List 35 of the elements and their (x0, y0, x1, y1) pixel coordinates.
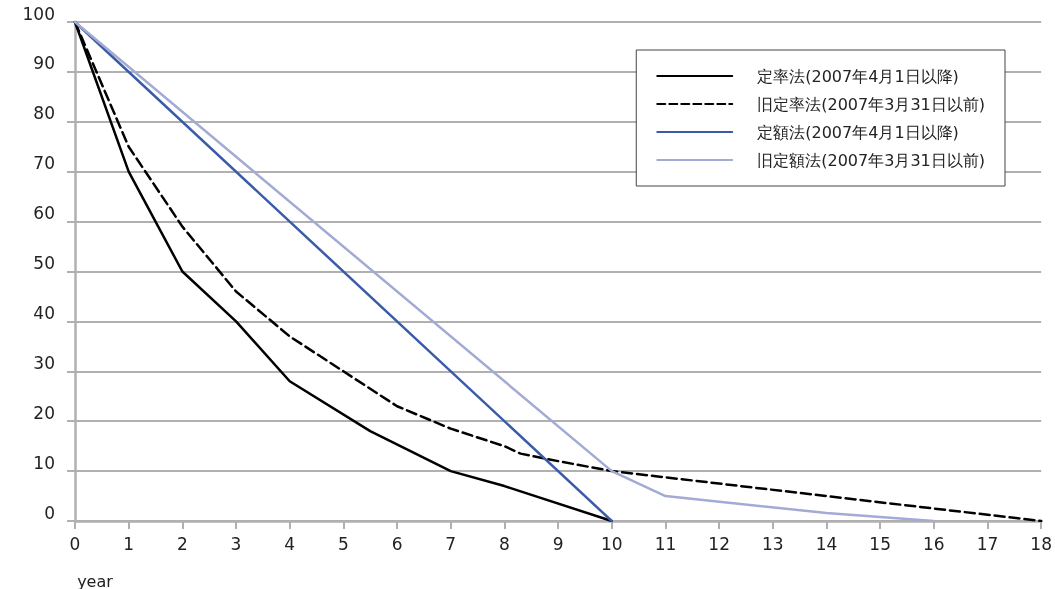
x-tick-label: 10 (600, 533, 623, 554)
x-tick-label: 16 (923, 533, 945, 554)
x-tick-label: 11 (654, 533, 677, 554)
x-tick-label: 15 (869, 533, 891, 554)
y-tick-label: 90 (33, 53, 55, 74)
y-tick-label: 80 (33, 103, 55, 124)
legend-label: 定額法(2007年4月1日以降) (757, 122, 959, 142)
x-tick-label: 17 (976, 533, 999, 554)
x-tick-label: 2 (176, 533, 188, 554)
legend-label: 旧定額法(2007年3月31日以前) (757, 150, 986, 170)
x-tick-label: 8 (499, 533, 510, 554)
x-tick-label: 18 (1030, 533, 1052, 554)
x-tick-label: 13 (761, 533, 784, 554)
x-tick-label: 6 (391, 533, 403, 554)
y-tick-label: 20 (33, 402, 55, 423)
legend-label: 定率法(2007年4月1日以降) (757, 66, 959, 86)
x-tick-label: 5 (337, 533, 349, 554)
x-axis-title: year (77, 571, 114, 589)
x-tick-label: 7 (445, 533, 457, 554)
x-tick-label: 4 (284, 533, 296, 554)
y-tick-label: 70 (33, 153, 55, 174)
y-tick-label: 60 (33, 203, 55, 224)
x-tick-label: 12 (708, 533, 730, 554)
y-tick-label: 30 (33, 352, 55, 373)
y-tick-label: 10 (33, 452, 55, 473)
x-tick-label: 3 (230, 533, 242, 554)
x-tick-label: 9 (552, 533, 564, 554)
legend-label: 旧定率法(2007年3月31日以前) (757, 94, 986, 114)
y-tick-label: 100 (22, 3, 55, 24)
x-tick-label: 1 (123, 533, 135, 554)
y-tick-label: 50 (33, 253, 55, 273)
x-tick-label: 14 (815, 533, 838, 554)
y-tick-label: 40 (33, 302, 55, 323)
y-tick-label: 0 (44, 502, 55, 523)
x-tick-label: 0 (69, 533, 81, 554)
